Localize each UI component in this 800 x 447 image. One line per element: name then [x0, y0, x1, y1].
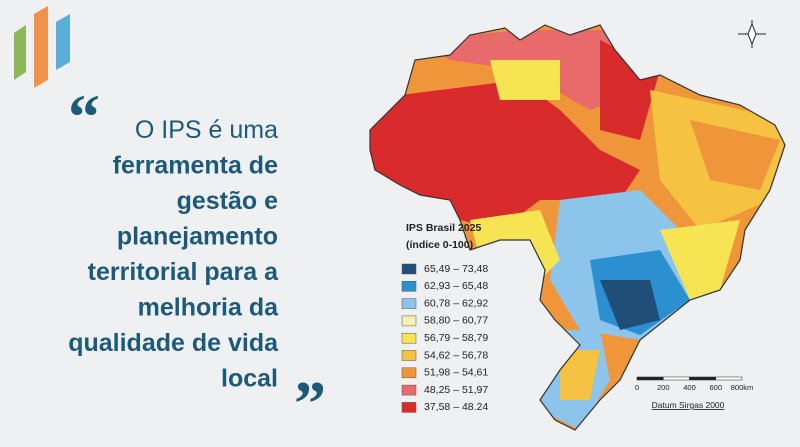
legend-title: (índice 0-100): [406, 239, 473, 251]
scale-segment: [715, 376, 743, 381]
legend-swatch: [401, 332, 417, 344]
legend-swatch: [401, 367, 417, 379]
legend-label: 58,80 – 60,77: [424, 315, 488, 327]
legend-swatch: [401, 350, 417, 361]
legend-label: 60,78 – 62,92: [424, 297, 488, 309]
legend-swatch: [401, 281, 417, 292]
legend-swatch: [401, 402, 417, 413]
legend-swatch: [401, 384, 417, 396]
datum: Datum Sirgas 2000: [652, 400, 725, 410]
legend-label: 48,25 – 51,97: [424, 384, 488, 396]
quote-line: local: [221, 365, 278, 393]
quote-line: ferramenta de: [113, 152, 278, 180]
legend-title: IPS Brasil 2025: [406, 222, 481, 234]
quote-text: O IPS é uma ferramenta de gestão e planejam…: [68, 116, 279, 393]
scale-label: 400: [683, 383, 696, 392]
quote-line: O IPS é uma: [135, 116, 278, 144]
scale-segment: [636, 376, 664, 381]
legend-label: 54,62 – 56,78: [424, 349, 488, 361]
legend-label: 62,93 – 65,48: [424, 280, 488, 292]
legend-label: 51,98 – 54,61: [424, 367, 488, 379]
legend: IPS Brasil 2025 (índice 0-100) 65,49 – 73,…: [401, 222, 488, 413]
legend-swatch: [401, 298, 417, 309]
scale-segment: [689, 376, 716, 381]
scale-label: 200: [657, 383, 670, 392]
scale-label: 0: [635, 383, 639, 392]
legend-label: 56,79 – 58,79: [424, 332, 488, 344]
legend-swatch: [401, 315, 417, 327]
open-quote: “: [68, 81, 100, 152]
legend-label: 37,58 – 48.24: [424, 401, 488, 413]
scale-label: 600: [709, 383, 722, 392]
scale-label: 800km: [731, 383, 754, 392]
quote-line: planejamento: [117, 223, 278, 251]
legend-label: 65,49 – 73,48: [424, 263, 488, 275]
compass: [738, 20, 766, 48]
quote-line: territorial para a: [88, 258, 279, 286]
logo: [14, 6, 70, 88]
quote-line: gestão e: [177, 187, 279, 215]
scale-segment: [663, 376, 690, 381]
quote-line: qualidade de vida: [68, 329, 279, 357]
legend-swatch: [401, 263, 417, 275]
scale-bar: 0 200 400 600 800km Datum Sirgas 2000: [635, 376, 754, 410]
quote-line: melhoria da: [138, 294, 279, 322]
close-quote: ”: [294, 368, 326, 439]
